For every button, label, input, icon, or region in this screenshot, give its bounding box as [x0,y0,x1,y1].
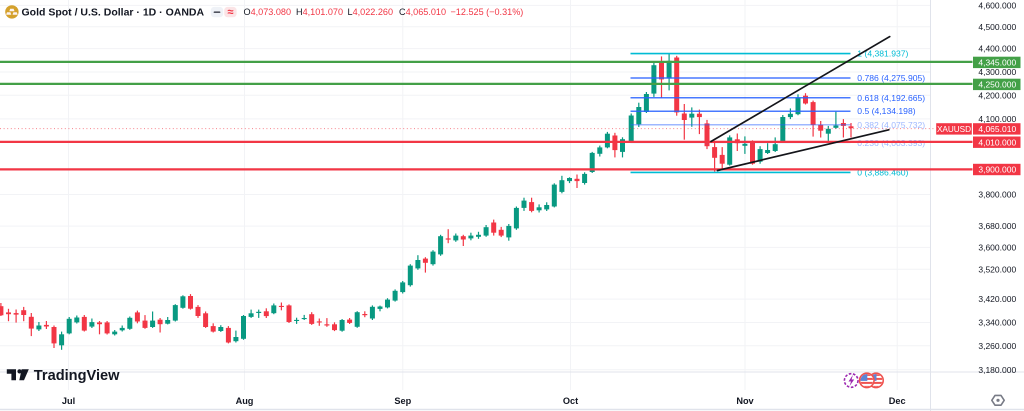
svg-text:3,600.000: 3,600.000 [978,243,1016,253]
svg-text:0.382 (4,075.732): 0.382 (4,075.732) [857,120,925,130]
svg-text:4,500.000: 4,500.000 [978,22,1016,32]
svg-text:0.5 (4,134.198): 0.5 (4,134.198) [857,106,915,116]
svg-text:4,250.000: 4,250.000 [978,80,1016,90]
svg-text:Gold Spot / U.S. Dollar · 1D ·: Gold Spot / U.S. Dollar · 1D · OANDA [22,6,205,18]
svg-text:4,065.010: 4,065.010 [978,124,1016,134]
svg-text:0.786 (4,275.905): 0.786 (4,275.905) [857,73,925,83]
svg-text:3,260.000: 3,260.000 [978,341,1016,351]
svg-text:≈: ≈ [227,6,233,18]
svg-text:3,340.000: 3,340.000 [978,318,1016,328]
svg-text:C4,065.010: C4,065.010 [399,7,446,17]
svg-text:3,520.000: 3,520.000 [978,264,1016,274]
svg-text:0 (3,886.460): 0 (3,886.460) [857,167,908,177]
svg-text:4,600.000: 4,600.000 [978,1,1016,11]
svg-text:3,680.000: 3,680.000 [978,221,1016,231]
svg-text:O4,073.080: O4,073.080 [244,7,292,17]
svg-text:Nov: Nov [736,396,754,406]
svg-text:Oct: Oct [563,396,578,406]
svg-text:XAUUSD: XAUUSD [937,125,971,134]
svg-text:4,345.000: 4,345.000 [978,58,1016,68]
svg-text:3,180.000: 3,180.000 [978,365,1016,375]
svg-text:4,400.000: 4,400.000 [978,44,1016,54]
svg-text:3,900.000: 3,900.000 [978,165,1016,175]
svg-text:1 (4,381.937): 1 (4,381.937) [857,49,908,59]
svg-text:0.236 (4,003.393): 0.236 (4,003.393) [857,138,925,148]
svg-text:3,420.000: 3,420.000 [978,294,1016,304]
svg-text:0.618 (4,192.665): 0.618 (4,192.665) [857,93,925,103]
svg-text:H4,101.070: H4,101.070 [296,7,343,17]
svg-text:L4,022.260: L4,022.260 [348,7,394,17]
svg-text:4,100.000: 4,100.000 [978,114,1016,124]
svg-text:3,800.000: 3,800.000 [978,190,1016,200]
svg-text:4,200.000: 4,200.000 [978,90,1016,100]
svg-text:Aug: Aug [236,396,254,406]
svg-text:4,010.000: 4,010.000 [978,137,1016,147]
svg-text:TradingView: TradingView [34,368,120,384]
svg-text:Sep: Sep [394,396,411,406]
svg-text:−12.525 (−0.31%): −12.525 (−0.31%) [451,7,524,17]
svg-text:Dec: Dec [889,396,906,406]
svg-text:Jul: Jul [62,396,75,406]
svg-text:4,300.000: 4,300.000 [978,67,1016,77]
